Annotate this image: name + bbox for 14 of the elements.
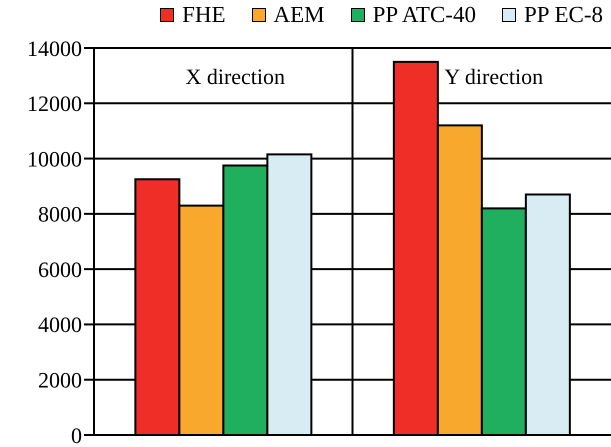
legend-label: PP ATC-40 xyxy=(372,2,476,28)
legend-label: AEM xyxy=(274,2,325,28)
legend-label: FHE xyxy=(182,2,226,28)
x-tick-label: X direction xyxy=(185,64,286,89)
legend-label: PP EC-8 xyxy=(524,2,603,28)
y-tick-label: 14000 xyxy=(27,36,82,61)
y-tick-label: 8000 xyxy=(38,202,82,227)
y-tick-label: 12000 xyxy=(27,91,82,116)
y-tick-label: 2000 xyxy=(38,368,82,393)
y-tick-label: 10000 xyxy=(27,146,82,172)
y-tick-label: 6000 xyxy=(38,256,82,282)
y-tick-label: 4000 xyxy=(38,312,82,338)
y-tick-label: 0 xyxy=(71,422,82,447)
x-tick-label: Y direction xyxy=(444,64,544,89)
